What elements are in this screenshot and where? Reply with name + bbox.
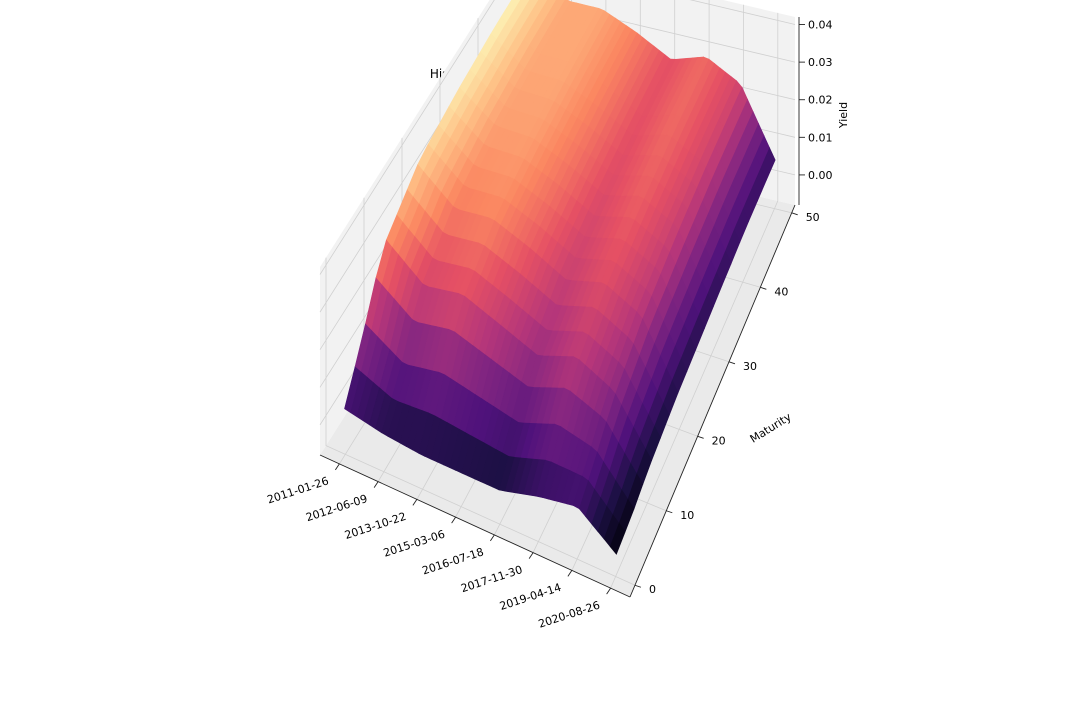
y-tick-label: 50	[806, 211, 820, 224]
x-tick	[490, 534, 495, 542]
y-tick-label: 40	[774, 285, 788, 298]
z-grid-line	[319, 0, 796, 275]
z-tick-label: 0.02	[808, 94, 833, 107]
axis-lines	[319, 17, 805, 598]
z-tick-label: 0.03	[808, 56, 833, 69]
x-tick	[373, 481, 379, 488]
x-tick	[606, 587, 611, 595]
z-axis-label: Yield	[837, 102, 850, 129]
x-tick-label: 2015-03-06	[382, 528, 447, 560]
z-tick-label: 0.04	[808, 19, 833, 32]
yield-surface	[344, 0, 776, 555]
y-axis-line	[629, 204, 796, 598]
x-axis-line	[319, 454, 631, 598]
y-tick	[760, 286, 767, 290]
y-grid-line	[325, 257, 636, 586]
y-tick-label: 0	[649, 583, 656, 596]
z-tick-label: 0.01	[808, 131, 833, 144]
x-tick-label: 2011-01-26	[265, 474, 330, 506]
y-tick	[791, 212, 798, 216]
z-grid-line	[319, 0, 796, 313]
x-tick	[567, 570, 573, 577]
x-tick	[335, 463, 340, 471]
y-tick	[728, 361, 736, 365]
y-tick-label: 30	[743, 360, 757, 373]
x-tick-label: 2012-06-09	[304, 492, 369, 524]
x-tick-label: 2016-07-18	[420, 545, 485, 577]
x-tick-label: 2019-04-14	[498, 581, 563, 613]
y-tick-label: 10	[680, 509, 694, 522]
y-tick-label: 20	[712, 434, 726, 447]
x-tick-label: 2017-11-30	[459, 563, 524, 595]
y-tick	[634, 584, 642, 588]
surface-facet	[609, 522, 626, 555]
y-tick	[666, 510, 673, 514]
y-tick	[697, 435, 704, 439]
x-tick	[451, 516, 456, 524]
x-tick	[412, 499, 418, 506]
x-tick	[528, 552, 534, 559]
x-tick-label: 2020-08-26	[537, 599, 602, 631]
z-tick-label: 0.00	[808, 169, 833, 182]
x-grid-line	[610, 12, 779, 589]
x-tick-label: 2013-10-22	[343, 510, 408, 542]
y-axis-label: Maturity	[748, 410, 794, 446]
